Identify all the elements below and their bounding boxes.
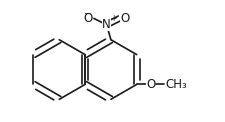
- Text: O: O: [146, 78, 155, 91]
- Text: CH₃: CH₃: [165, 78, 187, 91]
- Text: O: O: [120, 12, 130, 25]
- Text: O: O: [83, 12, 93, 25]
- Text: N: N: [102, 18, 111, 31]
- Text: −: −: [83, 9, 91, 18]
- Text: +: +: [110, 14, 116, 23]
